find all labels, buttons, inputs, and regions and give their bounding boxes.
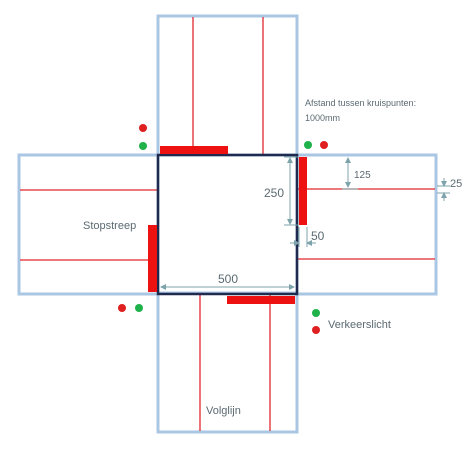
road-outlines [17, 14, 438, 434]
dimension-lines [160, 156, 450, 290]
traffic-light-ne-green [304, 141, 312, 149]
text-labels: Afstand tussen kruispunten: 1000mm Stops… [83, 98, 416, 417]
dimension-labels: 500 250 50 125 25 [218, 170, 462, 286]
traffic-light-nw-green [139, 142, 147, 150]
stop-line-north [160, 146, 228, 154]
traffic-light-se-red [312, 326, 320, 334]
dim-50-label: 50 [311, 229, 325, 243]
distance-title: Afstand tussen kruispunten: [305, 98, 416, 108]
traffic-light-sw-green [135, 304, 143, 312]
stop-line-east [299, 157, 307, 225]
follow-lines [20, 17, 435, 431]
traffic-light-sw-red [118, 304, 126, 312]
stopstreep-label: Stopstreep [83, 220, 136, 232]
traffic-light-se-green [312, 309, 320, 317]
distance-value: 1000mm [305, 113, 340, 123]
traffic-light-nw-red [139, 124, 147, 132]
stop-line-south [227, 296, 295, 304]
stop-lines [148, 146, 307, 304]
verkeerslicht-label: Verkeerslicht [328, 319, 391, 331]
dim-25-label: 25 [450, 178, 462, 190]
dim-250-label: 250 [264, 186, 284, 200]
traffic-lights [118, 124, 328, 334]
stop-line-west [148, 225, 157, 292]
traffic-light-ne-red [320, 141, 328, 149]
road-north [156, 14, 299, 157]
dim-500-label: 500 [218, 272, 238, 286]
dim-125-label: 125 [354, 170, 371, 181]
volglijn-label: Volglijn [206, 405, 241, 417]
